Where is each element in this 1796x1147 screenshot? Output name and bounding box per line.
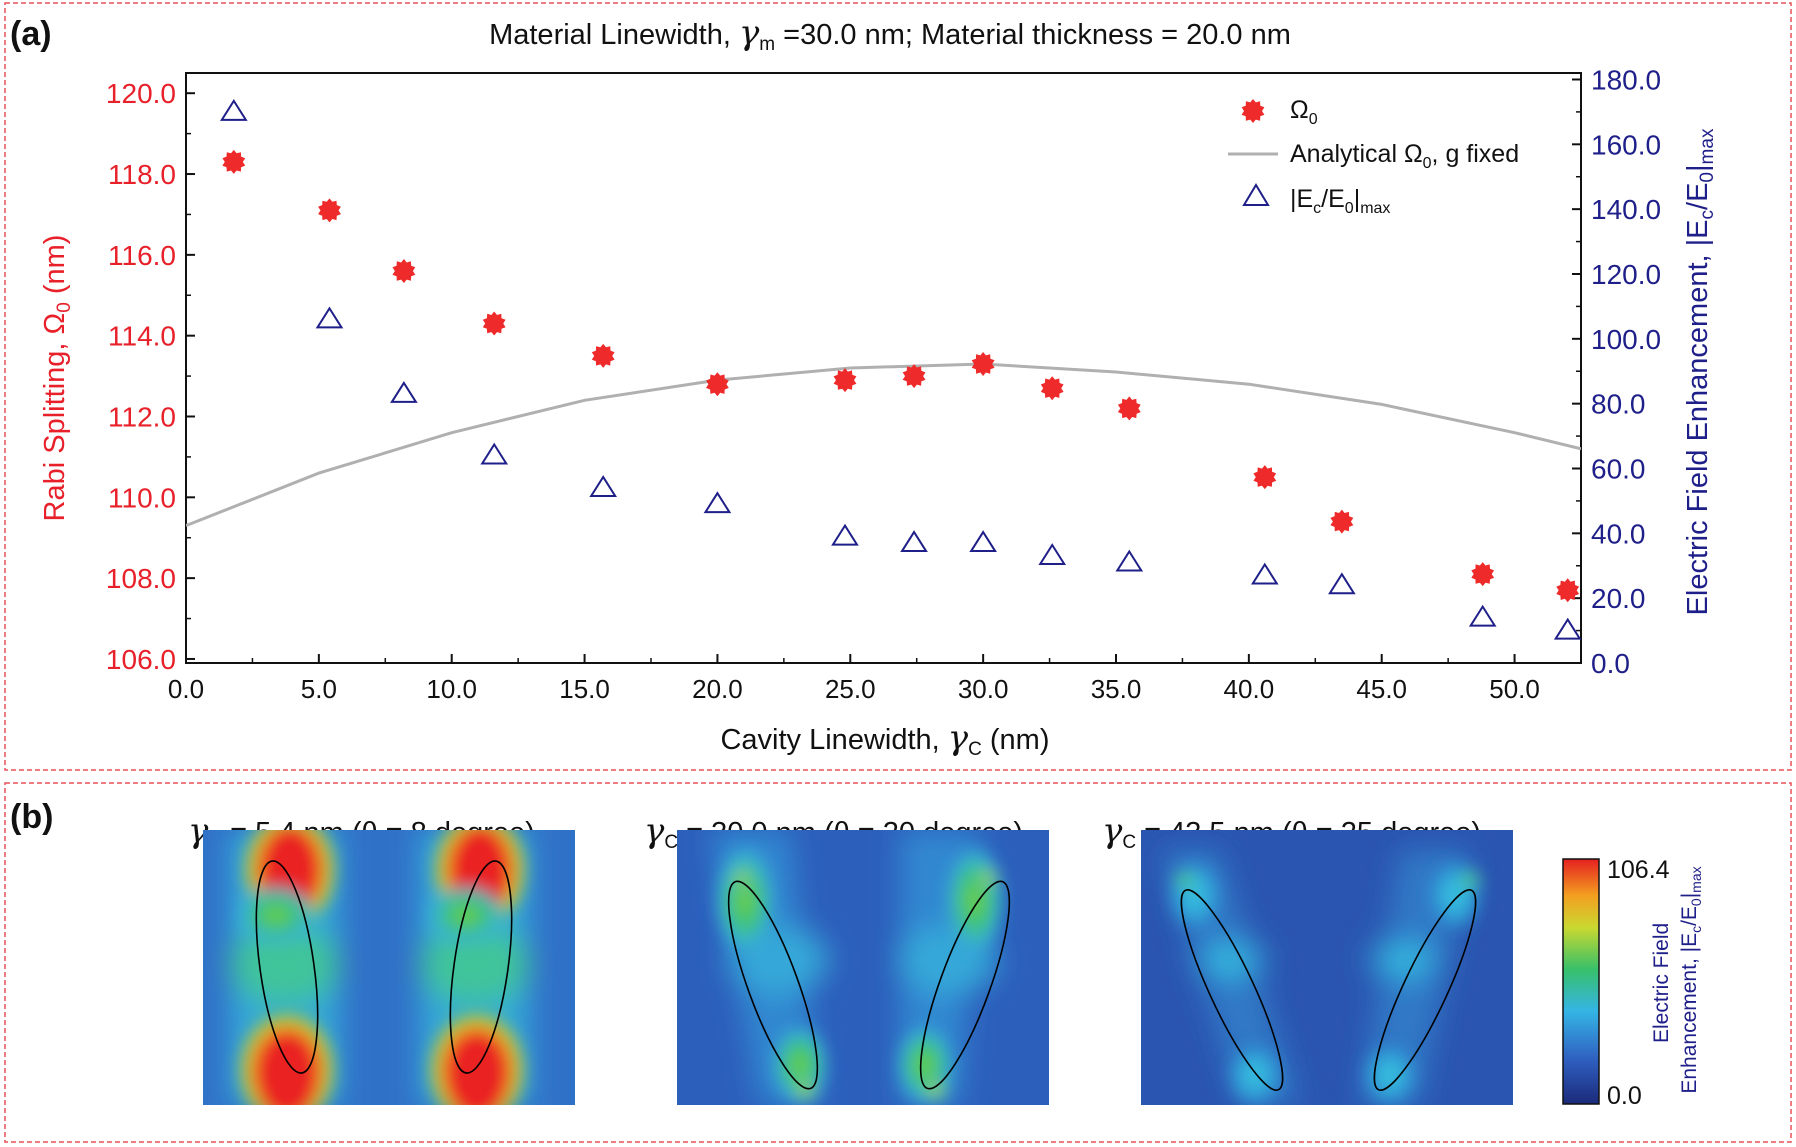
y-tick-label: 114.0 [108, 321, 176, 352]
x-tick-label: 25.0 [825, 674, 876, 704]
y2-tick-label: 0.0 [1591, 648, 1630, 679]
x-tick-label: 10.0 [426, 674, 477, 704]
y-tick-label: 110.0 [108, 482, 176, 513]
analytical-omega-line [186, 362, 1581, 527]
legend: Ω0 Analytical Ω0, g fixed |Ec/E0|max [1228, 96, 1519, 217]
enhancement-point [315, 306, 344, 329]
omega-point [392, 259, 416, 283]
panel-b-label: (b) [10, 798, 53, 836]
omega-point [1253, 465, 1277, 490]
x-tick-label: 20.0 [692, 674, 743, 704]
panel-a-frame [4, 2, 1792, 771]
panel-a-title: Material Linewidth, γm =30.0 nm; Materia… [489, 13, 1291, 55]
enhancement-point [1250, 562, 1279, 585]
enhancement-series [220, 99, 1582, 640]
x-tick-label: 30.0 [958, 674, 1009, 704]
x-axis-ticks: 0.0 5.0 10.0 15.0 20.0 25.0 30.0 35.0 40.0 45.0 50… [168, 654, 1540, 704]
y-tick-label: 120.0 [106, 78, 176, 109]
omega-point [971, 352, 995, 376]
field-map-2 [677, 830, 1049, 1105]
y2-tick-label: 80.0 [1591, 389, 1646, 420]
x-tick-label: 0.0 [168, 674, 204, 704]
legend-omega-star [1241, 99, 1265, 123]
omega-point [318, 198, 341, 223]
colorbar-max-label: 106.4 [1607, 856, 1670, 884]
y2-tick-label: 160.0 [1591, 129, 1661, 160]
enhancement-point [703, 491, 732, 514]
y2-tick-label: 100.0 [1591, 324, 1661, 355]
enhancement-point [589, 475, 617, 497]
plot-frame [185, 72, 1582, 664]
left-axis-ticks: 106.0 108.0 110.0 112.0 114.0 116.0 118.0 120.0 [106, 78, 195, 675]
y2-tick-label: 60.0 [1591, 453, 1646, 484]
x-axis-label: Cavity Linewidth, γC (nm) [720, 718, 1049, 760]
enhancement-point [831, 523, 859, 546]
right-axis-ticks: 0.0 20.0 40.0 60.0 80.0 100.0 120.0 140.0 160.0 1… [1572, 64, 1661, 679]
x-tick-label: 5.0 [301, 674, 337, 704]
enhancement-point [480, 442, 509, 465]
enhancement-point [1038, 543, 1067, 566]
omega-point [902, 364, 926, 389]
omega-point [1040, 376, 1064, 401]
enhancement-point [1115, 549, 1144, 572]
y2-tick-label: 40.0 [1591, 518, 1646, 549]
x-tick-label: 35.0 [1091, 674, 1142, 704]
y-tick-label: 112.0 [108, 401, 176, 432]
omega-point [1556, 578, 1580, 603]
legend-omega-marker [1241, 99, 1265, 123]
left-axis-label: Rabi Splitting, Ω0 (nm) [39, 235, 75, 522]
right-axis-label: Electric Field Enhancement, |Ec/E0|max [1682, 128, 1718, 615]
y2-tick-label: 120.0 [1591, 259, 1661, 290]
omega-point [1471, 562, 1495, 587]
enhancement-point [220, 99, 248, 121]
y2-tick-label: 140.0 [1591, 194, 1661, 225]
omega-point [222, 149, 246, 174]
legend-enhancement-label: |Ec/E0|max [1290, 185, 1390, 217]
omega-point [833, 368, 857, 393]
colorbar-title: Electric Field Enhancement, |Ec/E0|max [1650, 866, 1704, 1093]
x-tick-label: 50.0 [1489, 674, 1540, 704]
omega-point [591, 343, 615, 368]
omega-point [482, 311, 506, 336]
legend-analytical-label: Analytical Ω0, g fixed [1290, 140, 1519, 172]
x-tick-label: 45.0 [1356, 674, 1407, 704]
y-tick-label: 118.0 [108, 159, 176, 190]
colorbar-min-label: 0.0 [1607, 1082, 1642, 1110]
field-map-3 [1141, 830, 1513, 1105]
enhancement-point [1553, 617, 1582, 640]
panel-b-frame [4, 782, 1792, 1143]
omega-point [1117, 396, 1141, 421]
panel-a-label: (a) [10, 15, 52, 53]
enhancement-point [900, 530, 928, 553]
legend-omega-label: Ω0 [1290, 96, 1318, 128]
enhancement-point [390, 381, 418, 403]
colorbar [1562, 858, 1600, 1105]
omega-point [706, 372, 729, 397]
legend-enhancement-marker [1242, 183, 1270, 206]
y2-tick-label: 180.0 [1591, 64, 1661, 95]
field-map-1 [203, 830, 575, 1105]
enhancement-point [1468, 604, 1497, 627]
y2-tick-label: 20.0 [1591, 583, 1646, 614]
x-tick-label: 40.0 [1224, 674, 1275, 704]
y-tick-label: 106.0 [106, 644, 176, 675]
enhancement-point [1328, 572, 1356, 595]
enhancement-point [969, 530, 997, 553]
omega-point [1330, 509, 1354, 534]
x-tick-label: 15.0 [559, 674, 610, 704]
y-tick-label: 116.0 [108, 240, 176, 271]
y-tick-label: 108.0 [106, 563, 176, 594]
omega-series [222, 149, 1580, 603]
